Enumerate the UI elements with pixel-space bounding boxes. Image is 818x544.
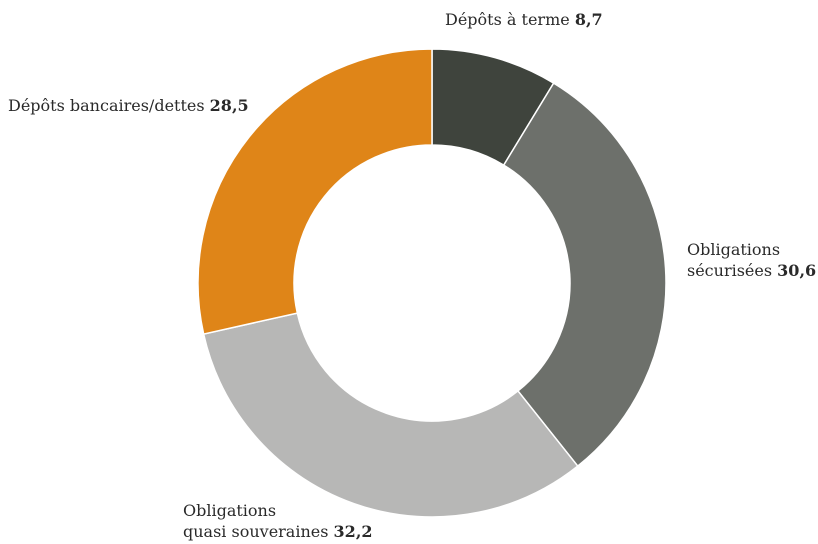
slice-label-text-line2-wrapper: sécurisées 30,6 (687, 260, 816, 281)
slice-label-text-line2-wrapper: quasi souveraines 32,2 (183, 521, 373, 542)
donut-slice-1 (502, 82, 667, 468)
slice-label-text-line2: quasi souveraines (183, 522, 329, 541)
slice-value-text: 30,6 (777, 261, 817, 280)
donut-slice-2 (202, 312, 579, 518)
slice-label-depots-bancaires-dettes: Dépôts bancaires/dettes 28,5 (8, 95, 249, 116)
slice-value-text: 8,7 (574, 10, 603, 29)
slice-label-text-line1: Obligations (183, 501, 277, 520)
slice-label-text: Dépôts bancaires/dettes (8, 96, 205, 115)
slice-value-text: 32,2 (333, 522, 373, 541)
slice-label-depots-a-terme: Dépôts à terme 8,7 (445, 9, 603, 30)
slice-label-text-line1: Obligations (687, 240, 781, 259)
slice-label-text-line2: sécurisées (687, 261, 773, 280)
slice-label-obligations-quasi-souveraines: Obligations quasi souveraines 32,2 (183, 500, 373, 542)
slice-label-text: Dépôts à terme (445, 10, 570, 29)
slice-value-text: 28,5 (209, 96, 249, 115)
slice-label-obligations-securisees: Obligations sécurisées 30,6 (687, 239, 816, 281)
donut-slice-3 (197, 48, 433, 335)
